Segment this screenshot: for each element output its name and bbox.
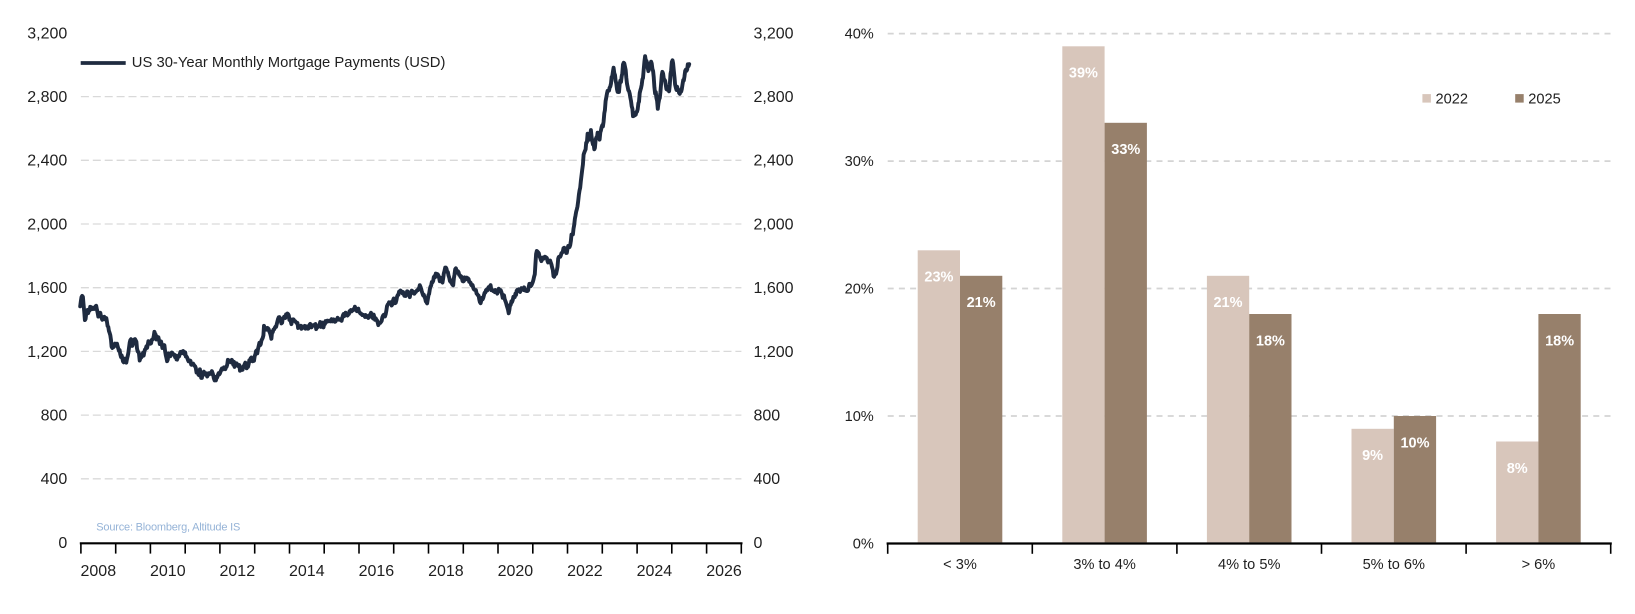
svg-text:Source: Bloomberg, Altitude IS: Source: Bloomberg, Altitude IS	[96, 522, 240, 534]
svg-text:1,200: 1,200	[27, 344, 67, 361]
svg-text:10%: 10%	[1400, 435, 1429, 451]
svg-text:2,800: 2,800	[754, 89, 794, 106]
svg-text:2010: 2010	[150, 563, 186, 580]
svg-text:< 3%: < 3%	[943, 557, 977, 573]
svg-text:2024: 2024	[637, 563, 673, 580]
svg-text:33%: 33%	[1111, 142, 1140, 158]
svg-text:2022: 2022	[1436, 91, 1468, 107]
svg-text:2018: 2018	[428, 563, 464, 580]
svg-text:3% to 4%: 3% to 4%	[1073, 557, 1135, 573]
svg-text:2026: 2026	[706, 563, 742, 580]
svg-text:21%: 21%	[1213, 295, 1242, 311]
svg-text:40%: 40%	[845, 27, 874, 43]
svg-text:2016: 2016	[359, 563, 395, 580]
svg-text:20%: 20%	[845, 282, 874, 298]
svg-text:400: 400	[41, 471, 68, 488]
svg-text:39%: 39%	[1069, 66, 1098, 82]
svg-text:0: 0	[58, 535, 67, 552]
svg-text:1,600: 1,600	[27, 280, 67, 297]
svg-text:3,200: 3,200	[754, 25, 794, 42]
svg-text:0%: 0%	[853, 537, 874, 553]
svg-text:2022: 2022	[567, 563, 603, 580]
svg-text:2014: 2014	[289, 563, 325, 580]
svg-text:1,600: 1,600	[754, 280, 794, 297]
svg-text:18%: 18%	[1545, 333, 1574, 349]
svg-text:2,000: 2,000	[754, 216, 794, 233]
svg-text:8%: 8%	[1507, 461, 1528, 477]
svg-text:21%: 21%	[967, 295, 996, 311]
svg-text:1,200: 1,200	[754, 344, 794, 361]
svg-text:> 6%: > 6%	[1522, 557, 1556, 573]
svg-text:5% to 6%: 5% to 6%	[1363, 557, 1425, 573]
svg-text:2020: 2020	[498, 563, 534, 580]
svg-text:18%: 18%	[1256, 333, 1285, 349]
svg-text:US 30-Year Monthly Mortgage Pa: US 30-Year Monthly Mortgage Payments (US…	[132, 55, 446, 71]
svg-text:2025: 2025	[1528, 91, 1560, 107]
svg-text:3,200: 3,200	[27, 25, 67, 42]
svg-text:30%: 30%	[845, 154, 874, 170]
svg-text:2008: 2008	[81, 563, 117, 580]
svg-text:2,400: 2,400	[754, 153, 794, 170]
svg-text:4% to 5%: 4% to 5%	[1218, 557, 1280, 573]
svg-text:2,800: 2,800	[27, 89, 67, 106]
svg-text:800: 800	[754, 408, 781, 425]
svg-text:2,000: 2,000	[27, 216, 67, 233]
svg-text:9%: 9%	[1362, 448, 1383, 464]
svg-text:2012: 2012	[220, 563, 256, 580]
svg-text:23%: 23%	[924, 270, 953, 286]
svg-text:10%: 10%	[845, 409, 874, 425]
svg-text:400: 400	[754, 471, 781, 488]
svg-text:800: 800	[41, 408, 68, 425]
svg-text:2,400: 2,400	[27, 153, 67, 170]
svg-text:0: 0	[754, 535, 763, 552]
